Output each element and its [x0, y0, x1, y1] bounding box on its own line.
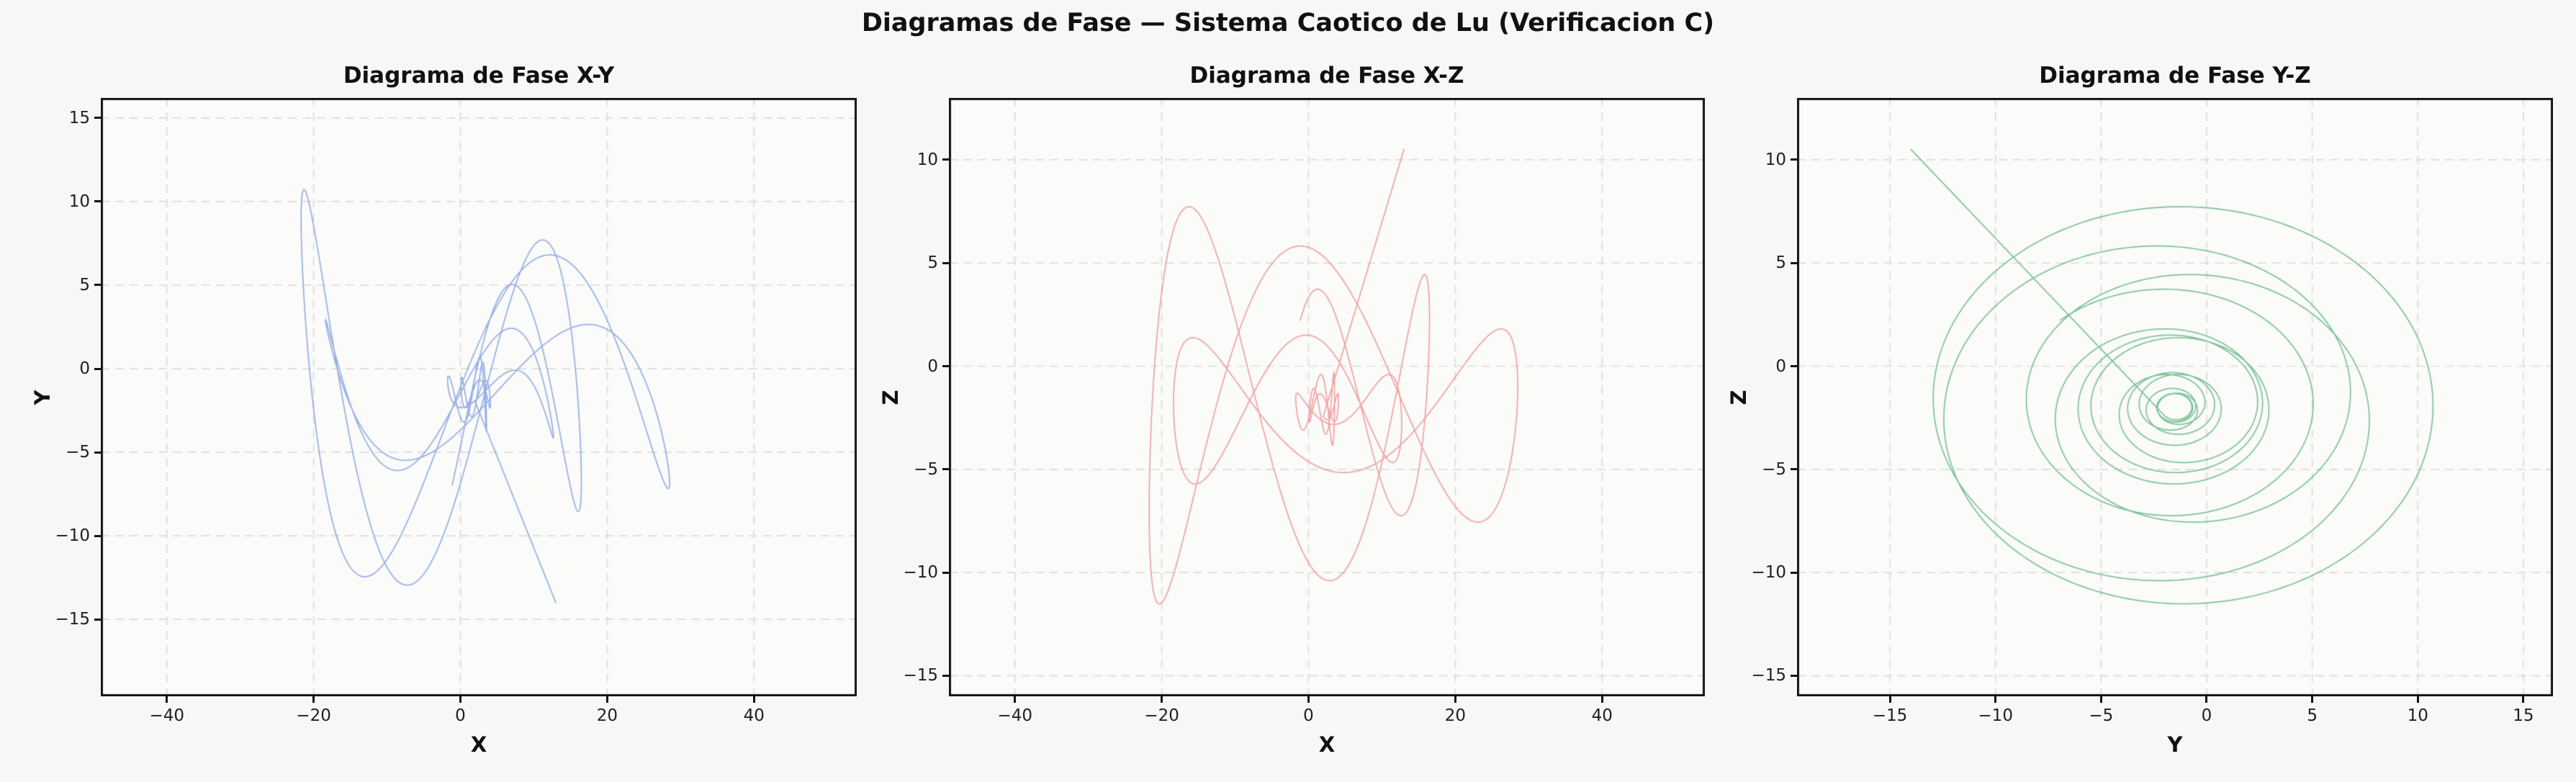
x-tick-mark [1307, 696, 1310, 703]
y-tick-mark [942, 571, 949, 574]
subplot-xz-xlabel: X [1318, 732, 1336, 757]
x-tick-mark [1161, 696, 1163, 703]
y-tick-mark [94, 284, 101, 287]
subplot-yz: Diagrama de Fase Y-Z Z −15 −10 −5 0 5 10 15 −15… [1725, 60, 2553, 757]
subplot-yz-plot-area: Z −15 −10 −5 0 5 10 15 −15 −10 −5 0 5 10 [1726, 98, 2553, 725]
x-tick-label: −40 [997, 706, 1033, 725]
y-tick-mark [942, 158, 949, 161]
subplot-yz-xlabel: Y [2167, 732, 2183, 757]
y-tick-mark [94, 367, 101, 370]
x-tick-mark [1888, 696, 1891, 703]
y-tick-mark [1791, 674, 1797, 677]
y-tick-label: −5 [66, 443, 90, 462]
y-tick-label: 5 [927, 253, 938, 273]
y-tick-mark [1791, 365, 1797, 368]
y-tick-label: 0 [79, 359, 90, 379]
y-tick-label: 0 [927, 356, 938, 376]
phase-plot-xy-canvas [101, 98, 857, 696]
x-tick-label: −40 [149, 706, 185, 725]
x-tick-label: 5 [2307, 706, 2318, 725]
x-tick-mark [2311, 696, 2314, 703]
x-tick-mark [1454, 696, 1456, 703]
subplot-yz-title: Diagrama de Fase Y-Z [2039, 63, 2311, 89]
y-tick-mark [94, 534, 101, 537]
subplot-xy: Diagrama de Fase X-Y Y −40 −20 0 20 40 −15 −10… [29, 60, 857, 757]
y-tick-label: 10 [917, 150, 938, 169]
subplot-xz-ylabel: Z [878, 389, 903, 405]
x-tick-label: −15 [1872, 706, 1908, 725]
x-tick-mark [2416, 696, 2419, 703]
x-tick-mark [1600, 696, 1603, 703]
y-tick-mark [1791, 571, 1797, 574]
y-tick-mark [942, 365, 949, 368]
y-tick-label: −5 [914, 459, 938, 479]
x-tick-label: −10 [1978, 706, 2013, 725]
y-tick-mark [94, 117, 101, 120]
y-tick-label: 15 [68, 108, 90, 127]
x-tick-mark [605, 696, 608, 703]
x-tick-mark [752, 696, 755, 703]
y-tick-label: −10 [1751, 563, 1786, 583]
y-tick-mark [94, 618, 101, 621]
x-tick-label: 40 [743, 706, 765, 725]
y-tick-mark [942, 261, 949, 264]
y-tick-mark [94, 200, 101, 203]
x-tick-mark [2099, 696, 2102, 703]
x-tick-mark [312, 696, 315, 703]
x-tick-label: −20 [296, 706, 331, 725]
y-tick-label: 0 [1775, 356, 1786, 376]
subplot-xz-plot-area: Z −40 −20 0 20 40 −15 −10 −5 0 5 10 [878, 98, 1705, 725]
figure-suptitle: Diagramas de Fase — Sistema Caotico de L… [861, 9, 1715, 37]
x-tick-label: −5 [2089, 706, 2114, 725]
x-tick-label: 40 [1591, 706, 1613, 725]
x-tick-mark [1014, 696, 1017, 703]
phase-plot-xz-canvas [949, 98, 1705, 696]
y-tick-label: 10 [1765, 150, 1786, 169]
y-tick-mark [942, 468, 949, 471]
subplot-row: Diagrama de Fase X-Y Y −40 −20 0 20 40 −15 −10… [0, 60, 2576, 757]
subplot-xy-ylabel: Y [30, 390, 55, 405]
y-tick-label: 5 [1775, 253, 1786, 273]
subplot-xy-xlabel: X [470, 732, 487, 757]
y-tick-label: 10 [68, 192, 90, 211]
y-tick-label: −10 [55, 526, 90, 546]
x-tick-label: 0 [455, 706, 466, 725]
x-tick-label: 10 [2407, 706, 2428, 725]
subplot-xy-plot-area: Y −40 −20 0 20 40 −15 −10 −5 0 5 10 15 [30, 98, 857, 725]
x-tick-label: 20 [1444, 706, 1467, 725]
y-tick-mark [94, 451, 101, 454]
x-tick-mark [166, 696, 168, 703]
y-tick-label: 5 [79, 275, 90, 295]
x-tick-label: 15 [2513, 706, 2534, 725]
x-tick-label: 20 [596, 706, 618, 725]
x-tick-label: 0 [1303, 706, 1314, 725]
subplot-xz: Diagrama de Fase X-Z Z −40 −20 0 20 40 −15 −10… [877, 60, 1705, 757]
y-tick-label: −5 [1762, 459, 1786, 479]
y-tick-label: −15 [55, 610, 90, 629]
x-tick-mark [2205, 696, 2208, 703]
phase-plot-yz-canvas [1797, 98, 2553, 696]
subplot-xy-title: Diagrama de Fase X-Y [343, 63, 615, 89]
x-tick-mark [2522, 696, 2525, 703]
subplot-xz-title: Diagrama de Fase X-Z [1189, 63, 1464, 89]
y-tick-label: −15 [903, 666, 938, 686]
x-tick-mark [1994, 696, 1997, 703]
x-tick-label: −20 [1144, 706, 1179, 725]
y-tick-label: −10 [903, 563, 938, 583]
subplot-yz-ylabel: Z [1726, 389, 1751, 405]
y-tick-mark [942, 674, 949, 677]
y-tick-mark [1791, 158, 1797, 161]
x-tick-label: 0 [2201, 706, 2212, 725]
y-tick-mark [1791, 468, 1797, 471]
x-tick-mark [459, 696, 461, 703]
y-tick-label: −15 [1751, 666, 1786, 686]
y-tick-mark [1791, 261, 1797, 264]
